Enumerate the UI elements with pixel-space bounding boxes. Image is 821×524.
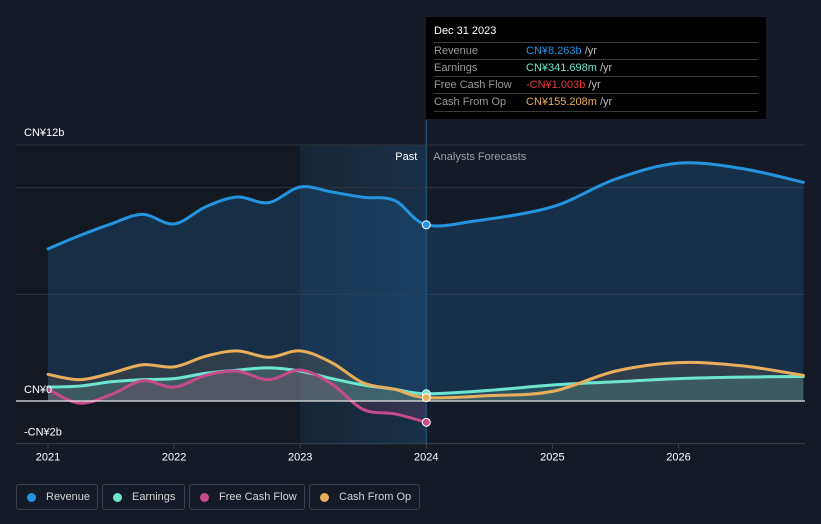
revenue-dot-icon	[27, 492, 36, 502]
tooltip-label: Cash From Op	[434, 96, 507, 108]
cash-from-op-area	[48, 350, 804, 401]
cash-from-op-dot-icon	[320, 492, 329, 502]
x-tick-label: 2022	[162, 452, 186, 464]
cash-from-op-marker	[421, 393, 431, 403]
tooltip-date: Dec 31 2023	[434, 25, 497, 37]
revenue-line	[46, 161, 805, 251]
unit-text: /yr	[581, 45, 597, 57]
x-tick-label: 2026	[666, 452, 690, 464]
tooltip-row-earnings: Earnings CN¥341.698m /yr	[434, 59, 758, 77]
legend-cash-from-op[interactable]: Cash From Op	[309, 484, 420, 510]
free-cash-flow-marker	[421, 417, 431, 427]
revenue-marker	[421, 220, 431, 230]
legend-label: Cash From Op	[339, 491, 412, 503]
value-text: CN¥8.263b	[526, 45, 582, 57]
earnings-dot-icon	[113, 492, 122, 502]
earnings-area	[48, 367, 804, 401]
x-tick-label: 2025	[540, 452, 564, 464]
tooltip-label: Free Cash Flow	[434, 79, 512, 91]
tooltip-value: CN¥155.208m /yr	[526, 96, 612, 108]
tooltip-row-revenue: Revenue CN¥8.263b /yr	[434, 42, 758, 60]
value-text: -CN¥1.003b	[526, 79, 586, 91]
tooltip-row-free-cash-flow: Free Cash Flow -CN¥1.003b /yr	[434, 76, 758, 94]
unit-text: /yr	[596, 62, 613, 74]
tooltip-label: Earnings	[434, 62, 478, 74]
y-tick-label: CN¥0	[24, 384, 52, 396]
free-cash-flow-dot-icon	[200, 492, 209, 502]
legend-label: Revenue	[46, 491, 91, 503]
unit-text: /yr	[585, 79, 601, 91]
tooltip-label: Revenue	[434, 45, 479, 57]
unit-text: /yr	[596, 96, 613, 108]
legend-label: Earnings	[132, 491, 176, 503]
x-tick-label: 2023	[288, 452, 312, 464]
y-tick-label: -CN¥2b	[24, 427, 62, 439]
free-cash-flow-area	[48, 370, 427, 423]
y-tick-label: CN¥12b	[24, 127, 64, 139]
past-label: Past	[395, 151, 417, 163]
value-text: CN¥341.698m	[526, 62, 597, 74]
value-text: CN¥155.208m	[526, 96, 597, 108]
legend-free-cash-flow[interactable]: Free Cash Flow	[189, 484, 305, 510]
legend-earnings[interactable]: Earnings	[102, 484, 185, 510]
tooltip: Dec 31 2023 Revenue CN¥8.263b /yr Earnin…	[426, 17, 766, 119]
legend-label: Free Cash Flow	[219, 491, 297, 503]
legend-revenue[interactable]: Revenue	[16, 484, 98, 510]
x-tick-label: 2021	[36, 452, 60, 464]
cash-from-op-line	[46, 349, 805, 400]
tooltip-value: CN¥341.698m /yr	[526, 62, 612, 74]
forecast-label: Analysts Forecasts	[433, 151, 526, 163]
tooltip-value: CN¥8.263b /yr	[526, 45, 597, 57]
tooltip-row-cash-from-op: Cash From Op CN¥155.208m /yr	[434, 93, 758, 112]
tooltip-value: -CN¥1.003b /yr	[526, 79, 601, 91]
revenue-area	[48, 162, 804, 401]
x-tick-label: 2024	[414, 452, 438, 464]
free-cash-flow-line	[46, 368, 428, 424]
